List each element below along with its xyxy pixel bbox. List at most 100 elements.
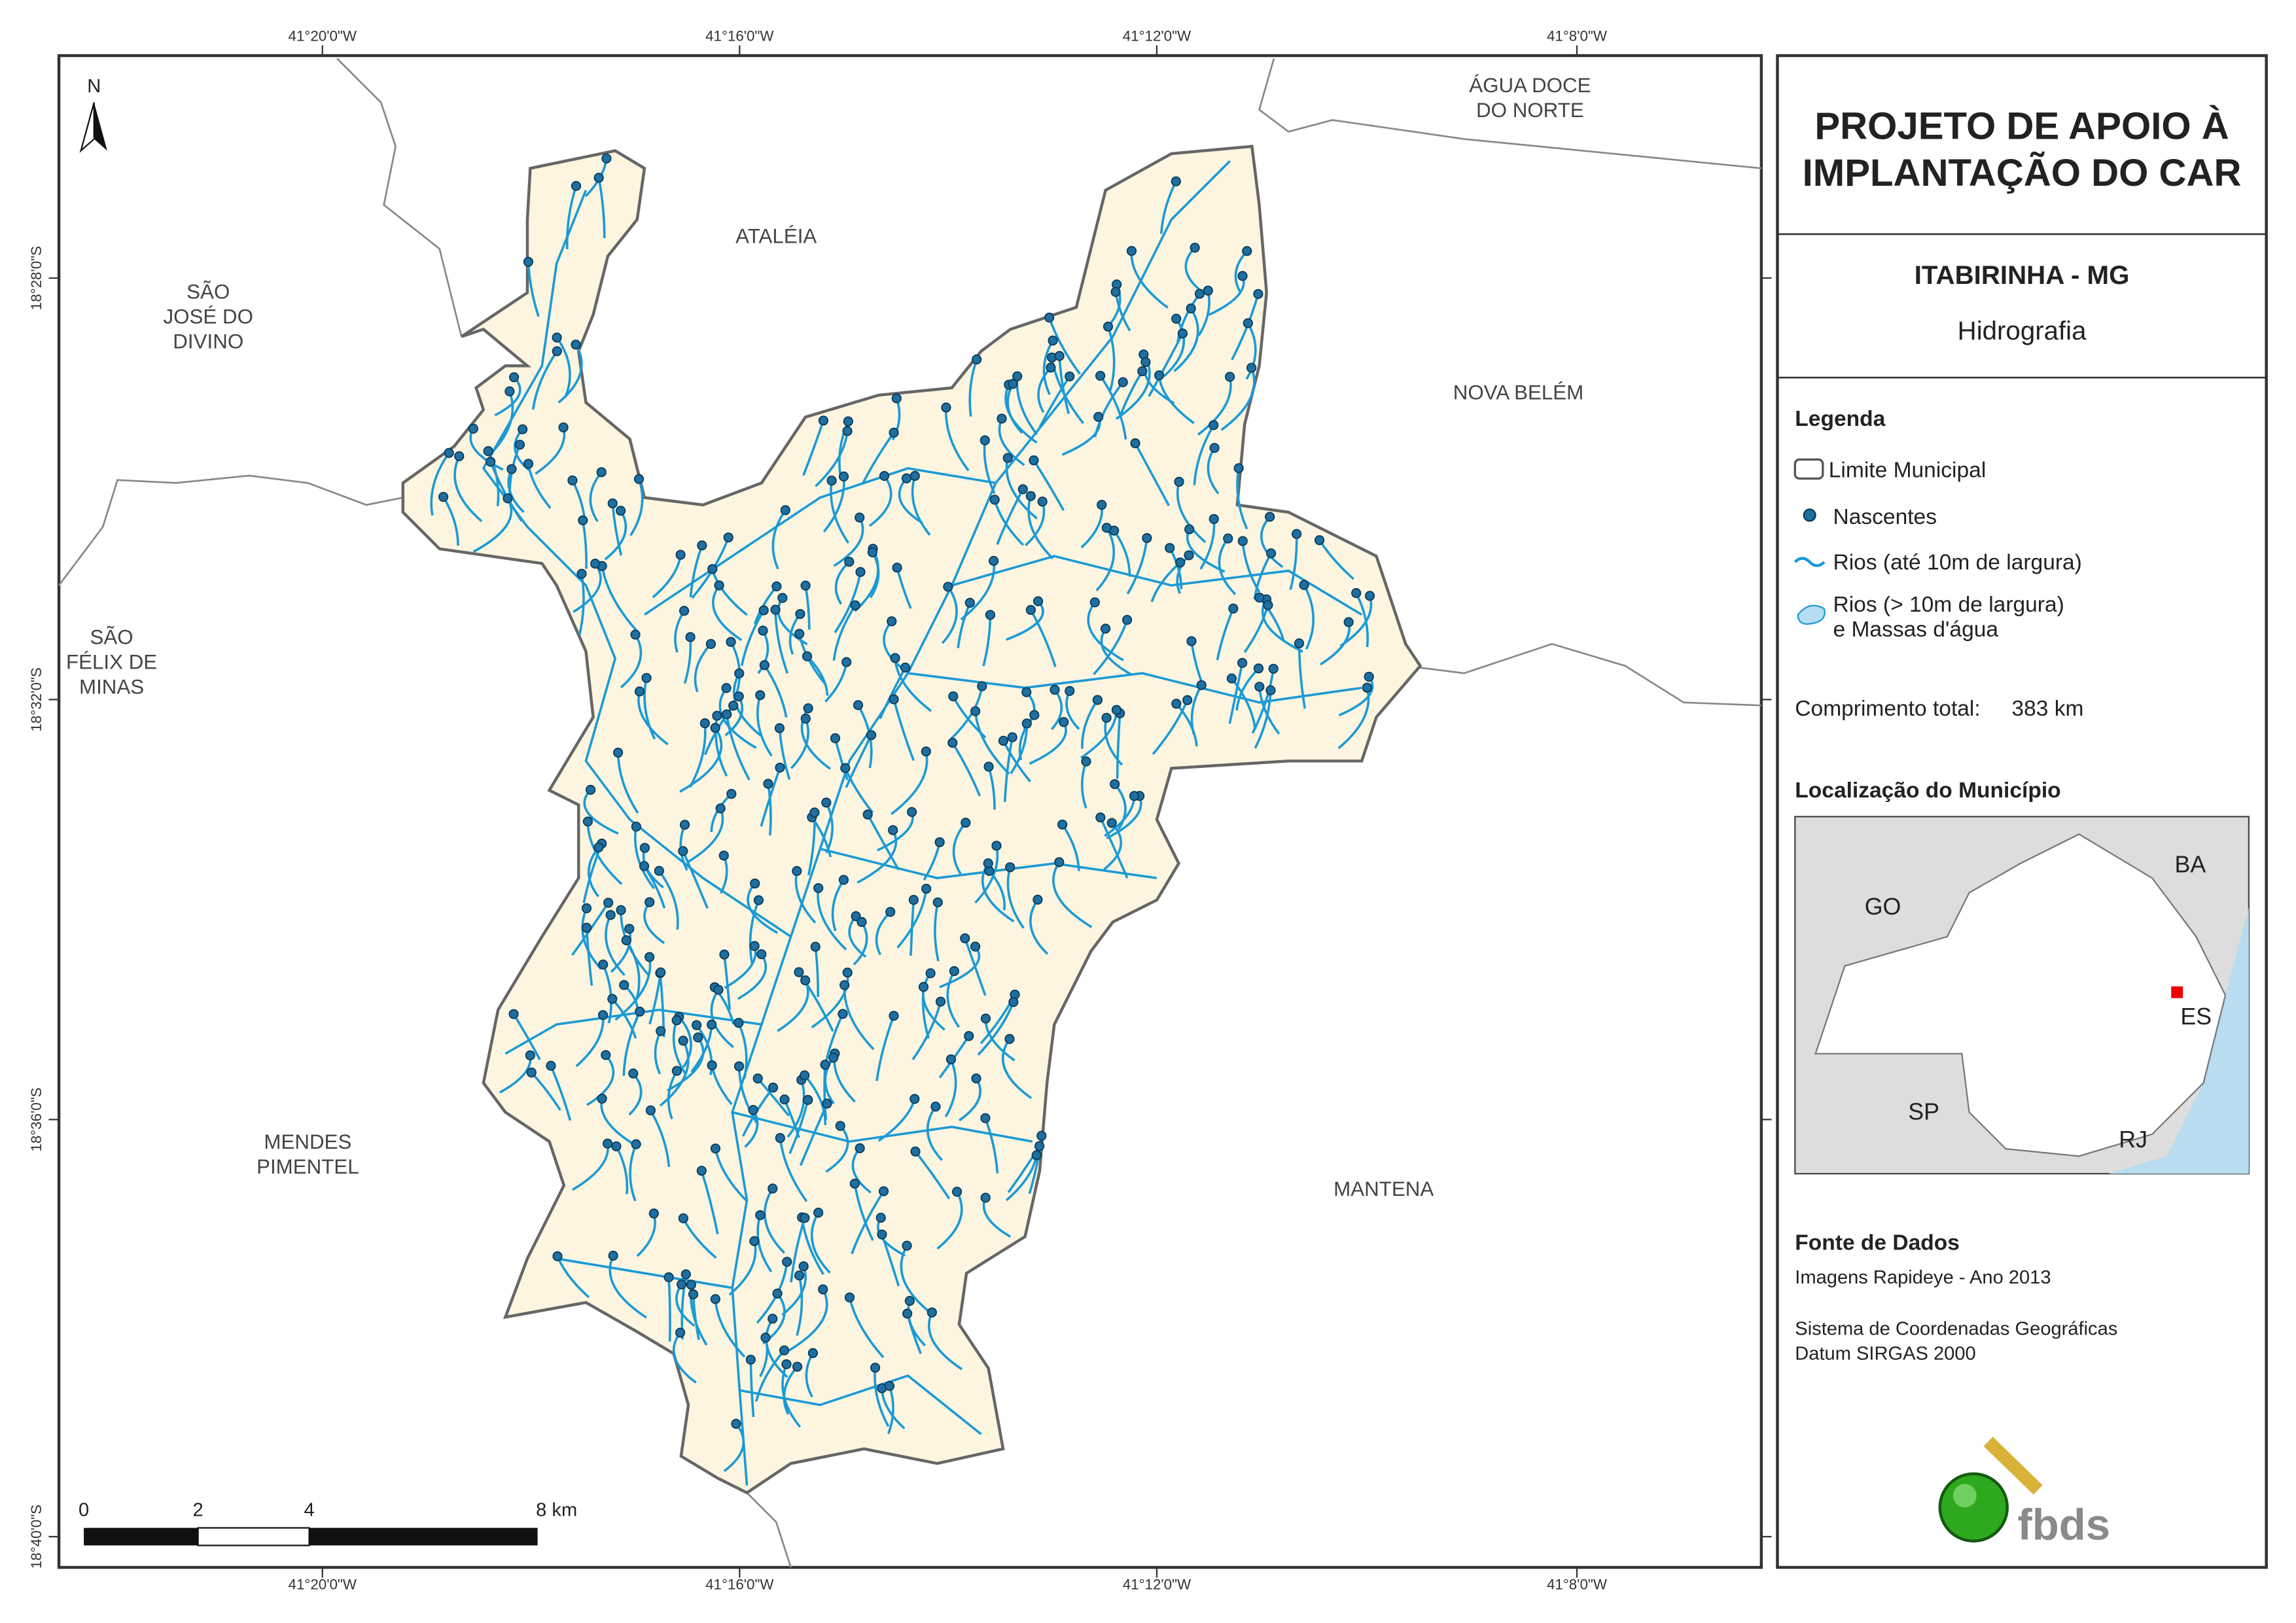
tributary [777, 597, 808, 646]
longitude-label: 41°16'0"W [705, 28, 774, 44]
spring [523, 256, 534, 267]
spring [970, 706, 981, 716]
tributary [622, 1011, 641, 1076]
spring [546, 1060, 556, 1071]
spring [841, 657, 852, 667]
spring [438, 491, 449, 502]
neighbor-label: DO NORTE [1476, 99, 1584, 122]
spring [1065, 686, 1075, 696]
tributary [848, 1297, 885, 1359]
tributary [1220, 367, 1256, 431]
tributary [1148, 332, 1184, 397]
spring [1184, 550, 1194, 561]
spring [1142, 532, 1152, 544]
spring [1081, 756, 1091, 767]
spring [980, 1013, 991, 1024]
tributary [1042, 340, 1054, 395]
spring [792, 865, 802, 877]
spring [1065, 371, 1075, 382]
tributary [1199, 519, 1216, 570]
tributary [811, 972, 849, 1028]
tributary [756, 1215, 773, 1273]
spring [601, 1050, 611, 1060]
spring [889, 1011, 899, 1021]
location-title: Localização do Município [1795, 778, 2060, 803]
spring [772, 1288, 783, 1299]
spring [571, 181, 582, 191]
tributary [487, 450, 500, 506]
tributary [1010, 723, 1029, 775]
tributary [586, 1054, 615, 1106]
spring [887, 616, 897, 627]
neighbor-label: MENDES [264, 1130, 351, 1153]
spring [1097, 500, 1107, 510]
tributary [601, 565, 639, 633]
tributary [983, 440, 996, 495]
spring [728, 701, 739, 711]
tributary [794, 871, 817, 924]
spring [597, 1093, 607, 1104]
spring [612, 747, 624, 758]
spring [678, 1036, 688, 1046]
longitude-label: 41°12'0"W [1123, 28, 1192, 44]
spring [1054, 351, 1065, 361]
spring [794, 967, 804, 977]
tributary [831, 879, 845, 932]
spring [680, 1269, 691, 1280]
spring [989, 555, 999, 566]
spring [850, 600, 860, 610]
spring [1059, 717, 1069, 727]
spring [798, 1261, 809, 1272]
spring [1111, 705, 1122, 715]
spring [800, 713, 811, 724]
spring [1012, 371, 1023, 381]
spring [1044, 312, 1055, 323]
spring [753, 895, 764, 905]
spring [603, 898, 614, 908]
tributary [589, 471, 603, 523]
spring [656, 1026, 666, 1036]
spring [985, 610, 996, 620]
spring [857, 916, 867, 928]
tributary [1029, 609, 1057, 667]
spring [991, 841, 1002, 851]
spring [707, 564, 718, 574]
tributary [1303, 584, 1315, 650]
spring [1033, 894, 1043, 905]
tributary [951, 742, 981, 797]
spring [1203, 285, 1213, 296]
spring [1092, 695, 1103, 705]
tributary [1150, 561, 1181, 602]
spring [710, 1143, 721, 1154]
tributary [1001, 1038, 1033, 1100]
spring [1171, 313, 1182, 324]
spring [1008, 997, 1019, 1007]
spring [1057, 819, 1068, 830]
tributary [489, 391, 514, 455]
neighbor-label: SÃO [186, 280, 230, 303]
spring [671, 1066, 682, 1076]
spring [639, 843, 650, 853]
spring [964, 1031, 974, 1041]
longitude-label: 41°8'0"W [1547, 1577, 1608, 1593]
tributary [616, 752, 639, 814]
tributary [550, 1065, 572, 1121]
tributary [1099, 816, 1129, 879]
latitude-label: 18°32'0"S [28, 667, 44, 731]
tributary [723, 954, 731, 1010]
spring [1228, 603, 1239, 614]
spring [619, 980, 629, 990]
tributary [914, 1151, 951, 1200]
tributary [1095, 527, 1116, 591]
state-label: SP [1908, 1098, 1939, 1125]
spring [582, 816, 593, 827]
spring [844, 557, 855, 567]
spring [552, 346, 562, 357]
tributary [900, 1245, 930, 1312]
tributary [1339, 595, 1373, 647]
spring [930, 1101, 941, 1112]
spring [838, 1009, 848, 1019]
spring [634, 686, 645, 697]
spring [1029, 455, 1039, 466]
spring [983, 761, 994, 772]
